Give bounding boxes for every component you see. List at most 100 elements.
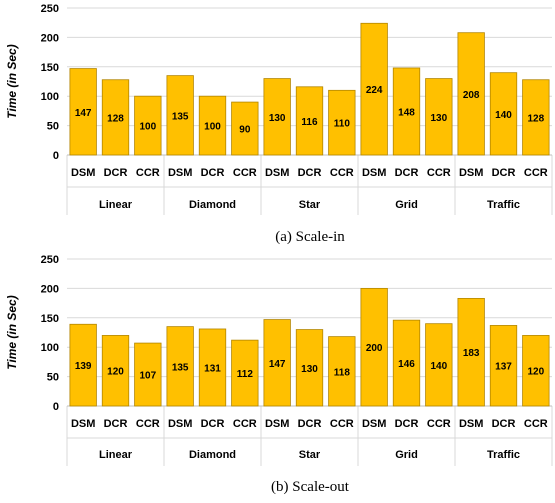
category-label: DCR [395,418,419,430]
data-label: 120 [527,367,544,378]
bar [101,79,130,156]
y-tick-label: 50 [47,372,59,384]
group-label: Traffic [487,449,520,461]
bar [392,67,421,156]
category-label: DCR [492,167,516,179]
data-label: 131 [204,363,221,374]
bar [263,78,291,156]
category-label: DCR [201,167,225,179]
bar [457,32,485,156]
data-label: 120 [107,367,124,378]
category-label: DSM [71,167,95,179]
group-label: Traffic [487,199,520,211]
data-label: 112 [237,369,254,380]
y-tick-label: 250 [41,254,59,266]
data-label: 107 [139,371,156,382]
panel-caption: (b) Scale-out [271,479,350,495]
data-label: 208 [463,90,480,101]
category-label: CCR [524,167,548,179]
category-label: CCR [330,418,354,430]
data-label: 147 [75,108,92,119]
bar [489,72,518,156]
y-tick-label: 250 [41,3,59,15]
data-label: 130 [430,113,447,124]
y-axis-title: Time (in Sec) [5,295,19,369]
category-label: DSM [265,167,289,179]
bar [166,75,194,156]
data-label: 140 [495,110,512,121]
bar [134,342,162,407]
category-label: DSM [459,418,483,430]
bar [198,328,227,407]
data-label: 137 [495,362,512,373]
bar [69,68,97,156]
bar [392,319,421,407]
bar [522,335,550,407]
data-label: 100 [204,122,221,133]
category-label: DSM [71,418,95,430]
category-label: DCR [298,418,322,430]
y-tick-label: 150 [41,313,59,325]
data-label: 224 [366,85,383,96]
category-label: DSM [362,167,386,179]
category-label: DCR [298,167,322,179]
bar [425,78,453,156]
data-label: 183 [463,348,480,359]
bar [101,335,130,407]
y-tick-label: 100 [41,342,59,354]
panel-caption: (a) Scale-in [275,229,345,245]
data-label: 128 [527,113,544,124]
bar [295,329,324,407]
category-label: CCR [524,418,548,430]
group-label: Star [299,449,321,461]
group-label: Diamond [189,199,236,211]
y-tick-label: 150 [41,62,59,74]
data-label: 130 [269,113,286,124]
data-label: 118 [334,367,351,378]
bar [231,101,259,156]
y-tick-label: 200 [41,32,59,44]
category-label: CCR [136,418,160,430]
data-label: 128 [107,113,124,124]
bar [166,326,194,407]
group-label: Grid [395,449,418,461]
group-label: Grid [395,199,418,211]
bar [360,287,388,407]
data-label: 110 [334,119,351,130]
y-tick-label: 100 [41,91,59,103]
data-label: 90 [239,125,251,136]
category-label: CCR [330,167,354,179]
data-label: 100 [139,122,156,133]
y-tick-label: 50 [47,121,59,133]
bar [198,95,227,156]
data-label: 200 [366,343,383,354]
bar [489,325,518,407]
bar [231,339,259,407]
category-label: CCR [427,418,451,430]
data-label: 148 [398,107,415,118]
category-label: DCR [104,167,128,179]
bar [522,79,550,156]
category-label: CCR [427,167,451,179]
data-label: 146 [398,359,415,370]
category-label: DCR [201,418,225,430]
data-label: 135 [172,111,189,122]
category-label: DSM [362,418,386,430]
category-label: DSM [459,167,483,179]
data-label: 147 [269,359,286,370]
category-label: CCR [233,418,257,430]
bar [134,95,162,156]
group-label: Linear [99,199,133,211]
bar [328,89,356,156]
category-label: DSM [168,167,192,179]
bar [360,22,388,156]
category-label: DSM [168,418,192,430]
bar [328,336,356,407]
group-label: Star [299,199,321,211]
category-label: DCR [104,418,128,430]
group-label: Diamond [189,449,236,461]
category-label: DCR [395,167,419,179]
y-axis-title: Time (in Sec) [5,44,19,118]
